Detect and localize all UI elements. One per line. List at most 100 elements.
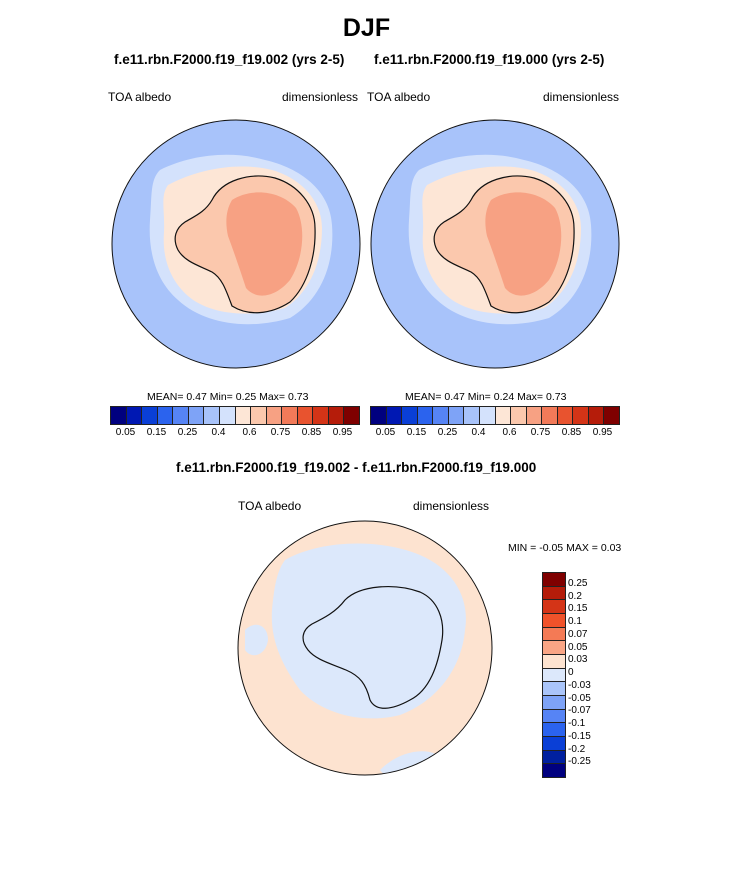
mean-value: 0.47 [444, 391, 465, 403]
colorbar-swatch [511, 407, 527, 424]
min-value: 0.24 [493, 391, 515, 403]
interior-plateau [226, 192, 303, 296]
max-label: MAX = [566, 542, 598, 554]
mean-value: 0.47 [186, 391, 207, 403]
colorbar-swatch [542, 407, 558, 424]
min-value: -0.05 [539, 542, 564, 554]
max-value: 0.73 [287, 391, 309, 403]
min-value: 0.25 [235, 391, 257, 403]
colorbar-swatch [588, 407, 605, 424]
colorbar-swatch [417, 407, 434, 424]
difference-map [238, 521, 492, 775]
colorbar-swatch [402, 407, 418, 424]
colorbar-tick-label: 0.2 [568, 590, 582, 602]
max-label: Max= [517, 391, 544, 403]
panel-2-variable-label: TOA albedo [367, 90, 431, 104]
colorbar-tick-label: 0.95 [592, 427, 613, 438]
colorbar-swatch [543, 682, 565, 697]
colorbar-swatch [266, 407, 283, 424]
colorbar-difference [542, 572, 566, 778]
colorbar-tick-label: -0.2 [568, 743, 586, 755]
min-label: MIN = [508, 542, 537, 554]
interior-plateau [485, 192, 562, 296]
colorbar-tick-label: 0.15 [568, 603, 588, 615]
colorbar-swatch [495, 407, 512, 424]
colorbar-swatch [371, 407, 387, 424]
colorbar-swatch [543, 723, 565, 738]
min-label: Min= [467, 391, 491, 403]
panel-1-variable-label: TOA albedo [108, 90, 172, 104]
colorbar-swatch [543, 750, 565, 765]
max-label: Max= [259, 391, 286, 403]
colorbar-swatch [479, 407, 496, 424]
colorbar-tick-label: -0.07 [568, 705, 591, 717]
colorbar-swatch [573, 407, 589, 424]
colorbar-panel-1 [110, 406, 360, 425]
panel-2-title: f.e11.rbn.F2000.f19_f19.000 (yrs 2-5) [374, 52, 605, 67]
colorbar-swatch [344, 407, 359, 424]
colorbar-tick-label: -0.15 [568, 730, 591, 742]
min-label: Min= [209, 391, 233, 403]
colorbar-swatch [543, 600, 565, 615]
negative-anomaly-region [271, 543, 466, 719]
colorbar-tick-label: 0.4 [211, 427, 226, 438]
colorbar-swatch [188, 407, 205, 424]
colorbar-tick-label: 0.1 [568, 616, 582, 627]
colorbar-swatch [543, 627, 565, 642]
panel-1-map [112, 120, 360, 368]
colorbar-swatch [386, 407, 403, 424]
panel-2-units-label: dimensionless [543, 90, 620, 104]
colorbar-panel-2 [370, 406, 620, 425]
panel-2-stats: MEAN= 0.47 Min= 0.24 Max= 0.73 [405, 391, 566, 403]
difference-title: f.e11.rbn.F2000.f19_f19.002 - f.e11.rbn.… [176, 460, 537, 475]
colorbar-tick-label: -0.25 [568, 756, 591, 768]
colorbar-tick-label: 0.75 [270, 427, 291, 438]
colorbar-tick-label: 0.4 [471, 427, 486, 438]
colorbar-tick-label: 0 [568, 667, 574, 678]
colorbar-swatch [251, 407, 267, 424]
colorbar-tick-label: 0.25 [568, 577, 588, 589]
panel-1-stats: MEAN= 0.47 Min= 0.25 Max= 0.73 [147, 391, 308, 403]
colorbar-tick-label: 0.03 [568, 654, 588, 666]
colorbar-swatch [204, 407, 220, 424]
colorbar-swatch [543, 737, 565, 751]
colorbar-swatch [543, 614, 565, 628]
max-value: 0.73 [545, 391, 567, 403]
colorbar-tick-label: 0.75 [530, 427, 551, 438]
panel-2-map [371, 120, 619, 368]
difference-minmax: MIN = -0.05 MAX = 0.03 [508, 542, 621, 554]
colorbar-swatch [126, 407, 143, 424]
colorbar-swatch [543, 655, 565, 669]
difference-units-label: dimensionless [413, 499, 490, 513]
colorbar-tick-label: -0.1 [568, 718, 586, 729]
colorbar-tick-label: 0.15 [146, 427, 167, 438]
colorbar-swatch [526, 407, 543, 424]
colorbar-tick-label: 0.6 [502, 427, 517, 438]
colorbar-swatch [464, 407, 480, 424]
colorbar-swatch [543, 696, 565, 710]
colorbar-swatch [543, 586, 565, 601]
colorbar-tick-label: 0.95 [332, 427, 353, 438]
negative-anomaly-region [245, 624, 268, 656]
colorbar-tick-label: 0.25 [437, 427, 458, 438]
difference-variable-label: TOA albedo [238, 499, 302, 513]
colorbar-tick-label: 0.25 [177, 427, 198, 438]
colorbar-swatch [543, 709, 565, 724]
colorbar-tick-label: -0.05 [568, 692, 591, 704]
colorbar-tick-label: 0.15 [406, 427, 427, 438]
panel-1-title: f.e11.rbn.F2000.f19_f19.002 (yrs 2-5) [114, 52, 345, 67]
colorbar-tick-label: 0.85 [301, 427, 322, 438]
colorbar-swatch [328, 407, 345, 424]
colorbar-swatch [219, 407, 236, 424]
colorbar-swatch [543, 764, 565, 778]
colorbar-swatch [157, 407, 174, 424]
colorbar-tick-label: -0.03 [568, 679, 591, 691]
colorbar-swatch [313, 407, 329, 424]
colorbar-tick-label: 0.85 [561, 427, 582, 438]
colorbar-swatch [604, 407, 619, 424]
colorbar-swatch [282, 407, 298, 424]
colorbar-tick-label: 0.05 [375, 427, 396, 438]
colorbar-tick-label: 0.07 [568, 628, 588, 640]
panel-1-units-label: dimensionless [282, 90, 359, 104]
